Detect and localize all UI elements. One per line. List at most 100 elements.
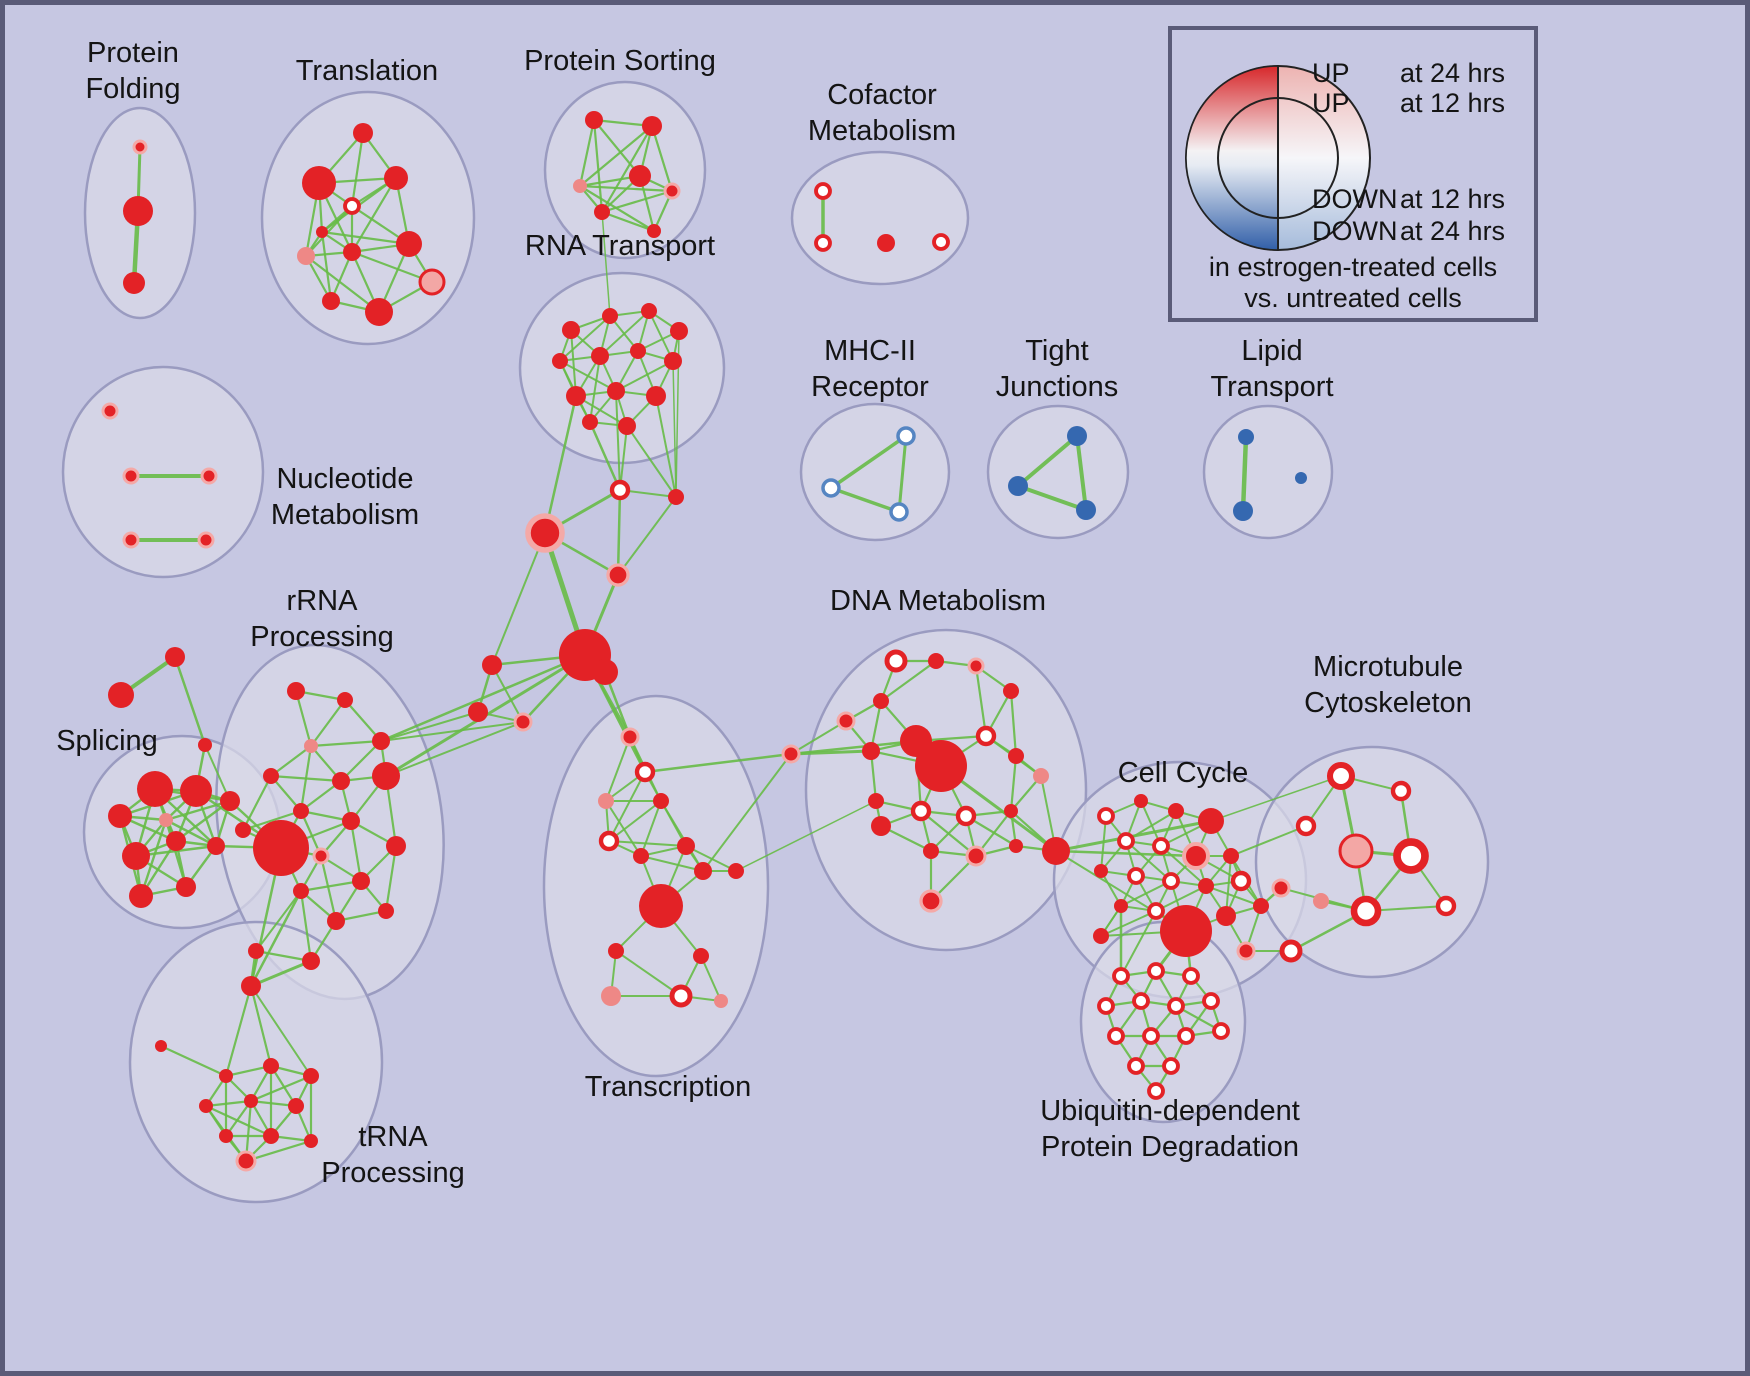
- network-node: [1295, 815, 1317, 837]
- network-node: [1008, 476, 1028, 496]
- network-node: [634, 761, 656, 783]
- network-edge-splicing: [139, 818, 168, 898]
- cluster-label-protein-sorting: Protein Sorting: [524, 45, 716, 77]
- network-edge-protein-sorting: [600, 124, 654, 214]
- network-edge: [380, 721, 524, 742]
- network-node: [1097, 997, 1115, 1015]
- network-node: [137, 771, 173, 807]
- network-edge-trna-processing: [249, 1074, 313, 1103]
- network-node: [1008, 748, 1024, 764]
- network-node: [1202, 992, 1220, 1010]
- network-node: [1393, 838, 1429, 874]
- network-node: [602, 308, 618, 324]
- network-node: [873, 693, 889, 709]
- network-edge-dna-metabolism: [1009, 689, 1018, 758]
- network-node: [965, 845, 987, 867]
- network-node: [176, 877, 196, 897]
- network-node: [814, 182, 832, 200]
- network-node: [1350, 895, 1382, 927]
- network-node: [1132, 992, 1150, 1010]
- network-edge: [1016, 484, 1088, 512]
- network-node: [975, 725, 997, 747]
- network-edge-transcription: [608, 800, 662, 842]
- legend-time-label: at 24 hrs: [1400, 58, 1505, 88]
- network-node: [302, 166, 336, 200]
- network-edge: [1210, 775, 1342, 822]
- network-node: [1233, 501, 1253, 521]
- network-node: [207, 837, 225, 855]
- cluster-ellipse-tight-junctions: [986, 404, 1130, 540]
- network-node: [199, 1099, 213, 1113]
- network-node: [200, 467, 218, 485]
- network-node: [396, 231, 422, 257]
- network-node: [155, 1040, 167, 1052]
- network-node: [248, 943, 264, 959]
- network-edge: [735, 800, 877, 872]
- network-edge-protein-sorting: [600, 210, 656, 233]
- network-node: [620, 727, 640, 747]
- network-node: [1238, 429, 1254, 445]
- network-edge: [1075, 434, 1088, 512]
- network-node: [1338, 833, 1374, 869]
- network-node: [1142, 1027, 1160, 1045]
- network-edge-transcription: [640, 800, 662, 857]
- network-node: [1160, 905, 1212, 957]
- network-node: [928, 653, 944, 669]
- network-node: [1127, 867, 1145, 885]
- network-edge-protein-sorting: [578, 124, 654, 188]
- network-node: [180, 775, 212, 807]
- legend-direction-label: DOWN: [1312, 184, 1397, 214]
- network-edge: [1054, 819, 1213, 853]
- network-node: [1107, 1027, 1125, 1045]
- network-node: [647, 224, 661, 238]
- network-node: [641, 303, 657, 319]
- network-edge: [588, 420, 622, 492]
- network-node: [108, 682, 134, 708]
- network-node: [1003, 683, 1019, 699]
- network-node: [919, 889, 943, 913]
- legend-footnote: vs. untreated cells: [1244, 283, 1462, 313]
- network-node: [728, 863, 744, 879]
- network-node: [129, 884, 153, 908]
- network-edge: [224, 984, 253, 1078]
- network-node: [332, 772, 350, 790]
- network-edge-cell-cycle: [1155, 885, 1207, 912]
- network-edge: [897, 434, 908, 514]
- network-node: [915, 740, 967, 792]
- network-node: [197, 531, 215, 549]
- network-node: [955, 805, 977, 827]
- network-node: [220, 791, 240, 811]
- network-node: [639, 884, 683, 928]
- network-node: [573, 179, 587, 193]
- cluster-label-tight-junctions: Tight Junctions: [996, 335, 1119, 403]
- network-edge-rrna-processing: [309, 698, 347, 748]
- network-edge-splicing: [164, 799, 232, 822]
- cluster-label-cofactor-metabolism: Cofactor Metabolism: [808, 79, 956, 147]
- network-node: [468, 702, 488, 722]
- legend-wheel-left-half: [1185, 65, 1279, 251]
- network-node: [910, 800, 932, 822]
- network-edge: [643, 752, 793, 774]
- network-edge: [385, 721, 524, 777]
- network-node: [525, 513, 565, 553]
- network-node: [629, 165, 651, 187]
- network-node: [122, 467, 140, 485]
- network-node: [1009, 839, 1023, 853]
- network-edge: [249, 959, 313, 988]
- network-node: [219, 1069, 233, 1083]
- network-edge-rrna-processing: [241, 774, 273, 832]
- cluster-label-translation: Translation: [296, 55, 438, 87]
- network-edge-rna-transport: [570, 329, 577, 397]
- network-node: [592, 659, 618, 685]
- network-node: [352, 872, 370, 890]
- network-node: [1182, 842, 1210, 870]
- cluster-ellipse-rna-transport: [518, 271, 726, 465]
- network-node: [303, 1068, 319, 1084]
- network-node: [297, 247, 315, 265]
- network-node: [1198, 808, 1224, 834]
- network-node: [122, 842, 150, 870]
- network-node: [108, 804, 132, 828]
- network-node: [337, 692, 353, 708]
- network-edge: [249, 984, 273, 1068]
- network-edge: [615, 390, 621, 491]
